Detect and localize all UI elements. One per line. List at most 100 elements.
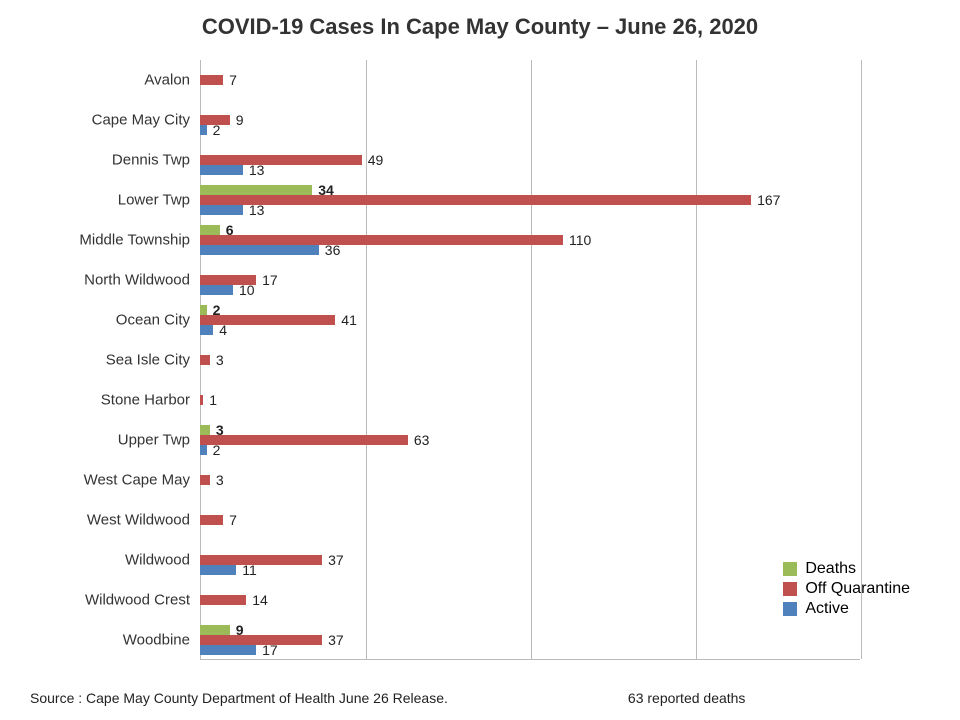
source-text: Source : Cape May County Department of H… <box>30 690 448 706</box>
legend-item-active: Active <box>783 600 910 618</box>
bar-off_quarantine <box>200 635 322 645</box>
bar-value-label: 3 <box>216 355 224 365</box>
bar-active <box>200 125 207 135</box>
bar-value-label: 167 <box>757 195 780 205</box>
category-row: Stone Harbor 1 <box>0 380 860 420</box>
bar-off_quarantine <box>200 555 322 565</box>
bar-active <box>200 565 236 575</box>
legend-label: Deaths <box>805 560 856 578</box>
deaths-note: 63 reported deaths <box>628 690 746 706</box>
category-label: Middle Township <box>0 232 190 249</box>
category-row: Wildwood Crest 14 <box>0 580 860 620</box>
bar-value-label: 14 <box>252 595 268 605</box>
bar-active <box>200 325 213 335</box>
bar-off_quarantine <box>200 195 751 205</box>
bar-off_quarantine <box>200 395 203 405</box>
bar-value-label: 7 <box>229 515 237 525</box>
bar-off_quarantine <box>200 235 563 245</box>
category-label: West Wildwood <box>0 512 190 529</box>
category-row: Sea Isle City 3 <box>0 340 860 380</box>
bar-value-label: 49 <box>368 155 384 165</box>
bar-value-label: 11 <box>242 565 257 575</box>
category-row: West Wildwood 7 <box>0 500 860 540</box>
category-label: North Wildwood <box>0 272 190 289</box>
category-label: Woodbine <box>0 632 190 649</box>
bar-value-label: 6 <box>226 225 234 235</box>
bar-value-label: 9 <box>236 625 244 635</box>
bar-active <box>200 645 256 655</box>
bar-value-label: 110 <box>569 235 591 245</box>
category-row: Avalon 7 <box>0 60 860 100</box>
bar-off_quarantine <box>200 355 210 365</box>
bar-deaths <box>200 625 230 635</box>
bar-off_quarantine <box>200 435 408 445</box>
bar-value-label: 13 <box>249 165 265 175</box>
legend: Deaths Off Quarantine Active <box>783 558 910 620</box>
legend-swatch <box>783 582 797 596</box>
bar-active <box>200 285 233 295</box>
category-row: Wildwood 37 11 <box>0 540 860 580</box>
legend-item-off_quarantine: Off Quarantine <box>783 580 910 598</box>
bar-deaths <box>200 185 312 195</box>
category-row: Cape May City 9 2 <box>0 100 860 140</box>
category-label: Upper Twp <box>0 432 190 449</box>
legend-label: Off Quarantine <box>805 580 910 598</box>
category-label: West Cape May <box>0 472 190 489</box>
category-label: Wildwood Crest <box>0 592 190 609</box>
category-label: Ocean City <box>0 312 190 329</box>
category-row: Lower Twp 34 167 13 <box>0 180 860 220</box>
category-label: Dennis Twp <box>0 152 190 169</box>
bar-value-label: 36 <box>325 245 341 255</box>
category-row: West Cape May 3 <box>0 460 860 500</box>
category-row: Ocean City 2 41 4 <box>0 300 860 340</box>
bar-deaths <box>200 225 220 235</box>
bar-value-label: 3 <box>216 425 224 435</box>
legend-swatch <box>783 602 797 616</box>
bar-deaths <box>200 425 210 435</box>
bar-value-label: 1 <box>209 395 217 405</box>
legend-label: Active <box>805 600 849 618</box>
category-row: Middle Township 6 110 36 <box>0 220 860 260</box>
category-label: Sea Isle City <box>0 352 190 369</box>
bar-value-label: 3 <box>216 475 224 485</box>
bar-active <box>200 245 319 255</box>
bar-value-label: 9 <box>236 115 244 125</box>
category-row: Upper Twp 3 63 2 <box>0 420 860 460</box>
bar-off_quarantine <box>200 475 210 485</box>
bar-value-label: 4 <box>219 325 227 335</box>
legend-item-deaths: Deaths <box>783 560 910 578</box>
bar-value-label: 2 <box>213 125 221 135</box>
bar-value-label: 63 <box>414 435 430 445</box>
bar-off_quarantine <box>200 75 223 85</box>
category-label: Avalon <box>0 72 190 89</box>
bar-value-label: 41 <box>341 315 357 325</box>
chart-rows: Avalon7Cape May City92Dennis Twp4913Lowe… <box>0 60 860 660</box>
footer: Source : Cape May County Department of H… <box>30 690 930 706</box>
category-label: Cape May City <box>0 112 190 129</box>
bar-value-label: 17 <box>262 275 278 285</box>
category-row: Woodbine 9 37 17 <box>0 620 860 660</box>
bar-active <box>200 445 207 455</box>
category-label: Lower Twp <box>0 192 190 209</box>
bar-off_quarantine <box>200 515 223 525</box>
bar-value-label: 17 <box>262 645 278 655</box>
bar-value-label: 2 <box>213 445 221 455</box>
category-row: Dennis Twp 49 13 <box>0 140 860 180</box>
bar-active <box>200 205 243 215</box>
bar-value-label: 34 <box>318 185 334 195</box>
bar-value-label: 7 <box>229 75 237 85</box>
bar-value-label: 13 <box>249 205 265 215</box>
bar-value-label: 37 <box>328 555 344 565</box>
bar-deaths <box>200 305 207 315</box>
category-label: Wildwood <box>0 552 190 569</box>
bar-off_quarantine <box>200 595 246 605</box>
bar-active <box>200 165 243 175</box>
bar-value-label: 2 <box>213 305 221 315</box>
category-row: North Wildwood 17 10 <box>0 260 860 300</box>
chart-title: COVID-19 Cases In Cape May County – June… <box>0 0 960 40</box>
bar-value-label: 10 <box>239 285 255 295</box>
category-label: Stone Harbor <box>0 392 190 409</box>
bar-value-label: 37 <box>328 635 344 645</box>
bar-off_quarantine <box>200 155 362 165</box>
legend-swatch <box>783 562 797 576</box>
